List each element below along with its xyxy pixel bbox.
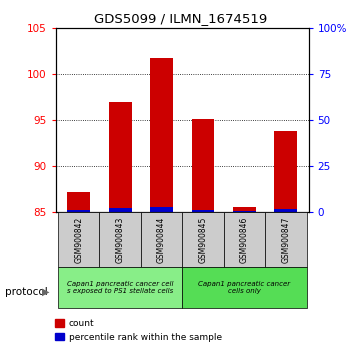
Bar [58, 267, 182, 308]
Bar [233, 207, 256, 212]
Bar [233, 211, 256, 212]
Bar [68, 192, 90, 212]
Text: GSM900847: GSM900847 [281, 217, 290, 263]
Bar [141, 212, 182, 267]
Text: Capan1 pancreatic cancer cell
s exposed to PS1 stellate cells: Capan1 pancreatic cancer cell s exposed … [67, 281, 173, 294]
Text: ▶: ▶ [43, 287, 50, 297]
Bar [224, 212, 265, 267]
Bar [68, 210, 90, 212]
Bar [274, 131, 297, 212]
Text: GDS5099 / ILMN_1674519: GDS5099 / ILMN_1674519 [94, 12, 267, 25]
Text: protocol: protocol [5, 287, 48, 297]
Bar [182, 267, 306, 308]
Bar [109, 208, 131, 212]
Bar [192, 119, 214, 212]
Text: GSM900845: GSM900845 [199, 217, 208, 263]
Text: GSM900842: GSM900842 [74, 217, 83, 263]
Legend: count, percentile rank within the sample: count, percentile rank within the sample [52, 315, 225, 345]
Bar [150, 58, 173, 212]
Text: GSM900846: GSM900846 [240, 217, 249, 263]
Text: GSM900844: GSM900844 [157, 217, 166, 263]
Text: GSM900843: GSM900843 [116, 217, 125, 263]
Bar [192, 210, 214, 212]
Bar [265, 212, 306, 267]
Text: Capan1 pancreatic cancer
cells only: Capan1 pancreatic cancer cells only [199, 281, 291, 294]
Bar [58, 212, 99, 267]
Bar [182, 212, 224, 267]
Bar [109, 102, 131, 212]
Bar [99, 212, 141, 267]
Bar [274, 209, 297, 212]
Bar [150, 207, 173, 212]
